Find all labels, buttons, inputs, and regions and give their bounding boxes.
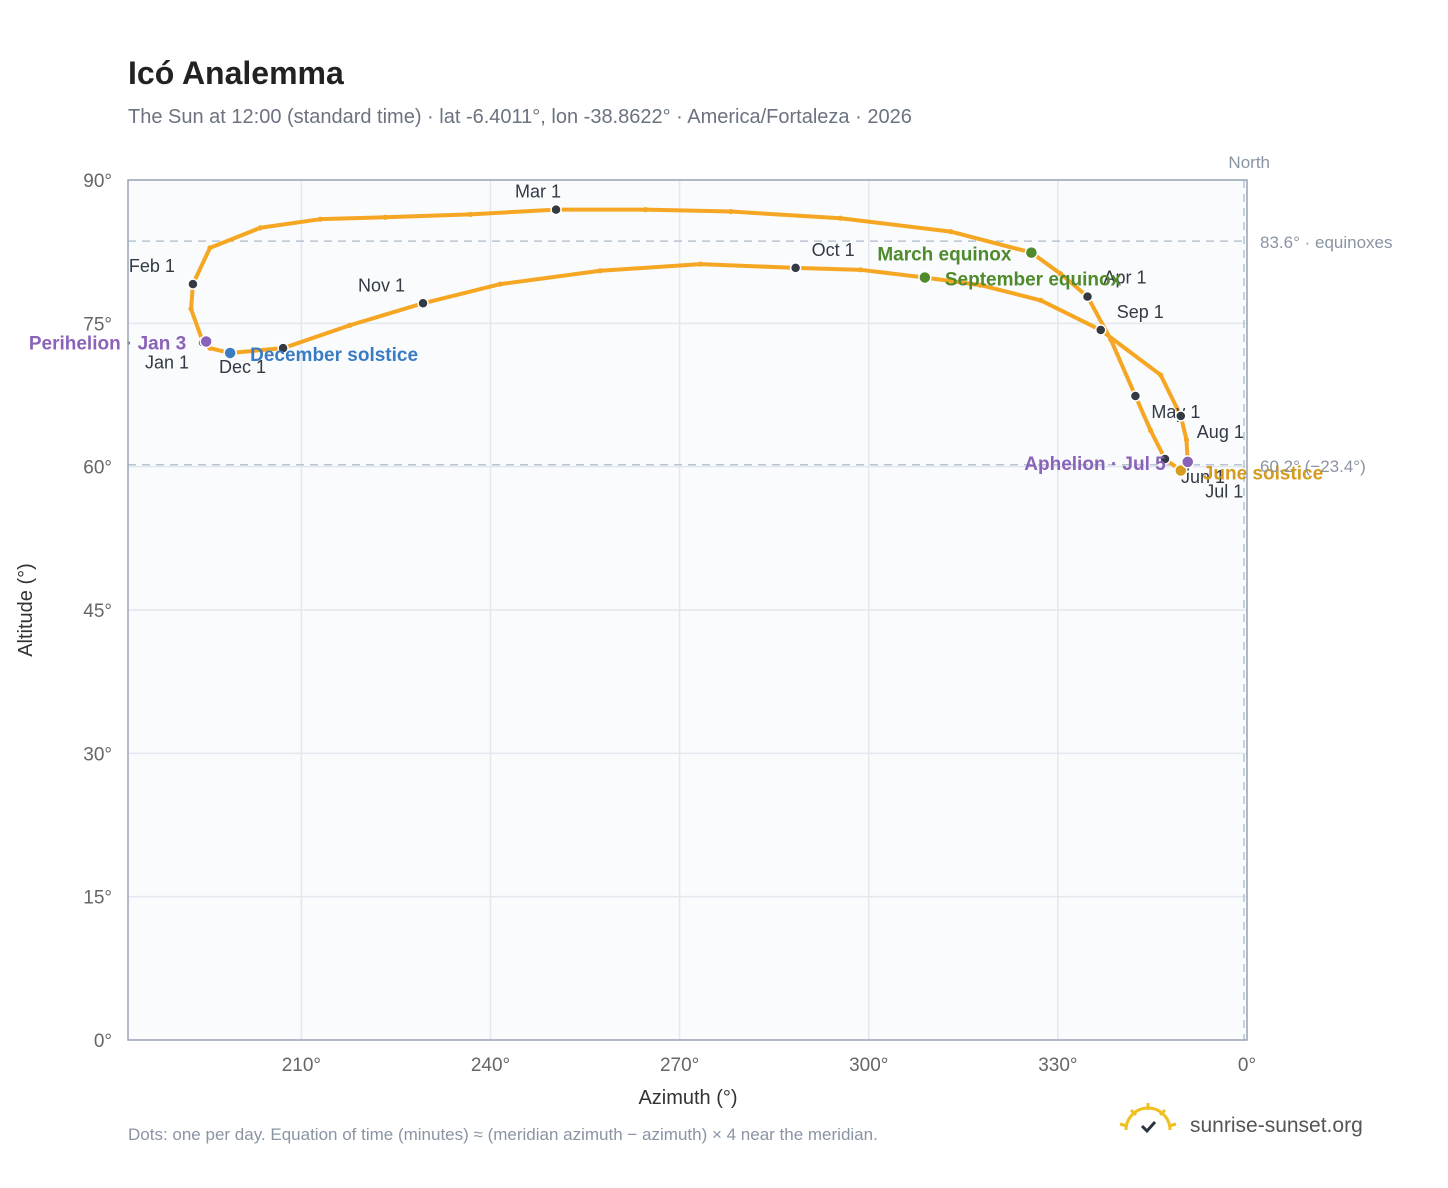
- daily-dot: [642, 207, 649, 213]
- daily-dot: [948, 229, 954, 235]
- daily-dot: [497, 281, 503, 287]
- annotated-point: [417, 297, 429, 310]
- x-axis-label: Azimuth (°): [638, 1087, 737, 1109]
- annotated-point: [1094, 324, 1107, 336]
- y-tick-label: 90°: [83, 171, 112, 192]
- y-tick-label: 15°: [83, 888, 112, 909]
- daily-dot: [1038, 297, 1044, 303]
- daily-dot: [1057, 271, 1063, 277]
- daily-dot: [857, 267, 864, 273]
- annotated-point: [277, 342, 289, 354]
- point-label: Apr 1: [1104, 268, 1147, 288]
- point-label: Jan 1: [145, 352, 189, 372]
- daily-dot: [347, 322, 353, 328]
- annotated-point: [1129, 390, 1142, 402]
- point-label: Feb 1: [129, 256, 175, 276]
- point-label: Mar 1: [515, 182, 561, 202]
- daily-dot: [207, 245, 213, 251]
- y-tick-label: 30°: [83, 744, 112, 765]
- point-label: Oct 1: [812, 240, 855, 260]
- daily-dot: [597, 268, 603, 274]
- x-tick-label: 240°: [471, 1055, 510, 1076]
- annotated-point: [187, 278, 199, 290]
- point-label: Perihelion · Jan 3: [29, 333, 186, 354]
- daily-dot: [317, 216, 323, 222]
- daily-dot: [837, 215, 843, 221]
- annotated-point: [1024, 245, 1039, 260]
- point-label: Aphelion · Jul 5: [1024, 454, 1166, 475]
- daily-dot: [1183, 437, 1190, 443]
- x-tick-label: 270°: [660, 1055, 699, 1076]
- point-label: Nov 1: [358, 275, 405, 295]
- point-label: Jun 1: [1181, 467, 1225, 487]
- daily-dot: [188, 306, 194, 312]
- point-label: Aug 1: [1197, 422, 1244, 442]
- brand-logo: [1119, 1103, 1177, 1134]
- annotated-point: [223, 346, 237, 360]
- daily-dot: [728, 208, 734, 215]
- y-tick-label: 60°: [83, 458, 112, 479]
- brand-name: sunrise-sunset.org: [1190, 1114, 1363, 1137]
- plot-frame: [127, 179, 1248, 1041]
- chart-subtitle: The Sun at 12:00 (standard time) · lat -…: [128, 106, 912, 128]
- point-label: March equinox: [877, 245, 1012, 266]
- x-tick-label: 300°: [849, 1055, 888, 1076]
- daily-dot: [1108, 336, 1114, 343]
- y-axis-label: Altitude (°): [15, 563, 37, 657]
- annotated-point: [1180, 455, 1195, 469]
- point-label: Sep 1: [1117, 302, 1164, 322]
- annotated-point: [1174, 463, 1188, 478]
- point-label: June solstice: [1203, 463, 1323, 484]
- annotated-point: [1159, 453, 1171, 465]
- annotated-point: [918, 270, 932, 285]
- footnote: Dots: one per day. Equation of time (min…: [128, 1125, 878, 1144]
- annotated-point: [199, 334, 213, 349]
- x-tick-label: 0°: [1238, 1055, 1256, 1076]
- reference-lines: [128, 180, 1247, 1040]
- point-label: September equinox: [945, 269, 1122, 290]
- annotated-point: [1175, 410, 1187, 422]
- y-tick-label: 75°: [83, 314, 112, 335]
- reference-label: 83.6° · equinoxes: [1260, 233, 1393, 252]
- daily-dot: [977, 282, 983, 288]
- chart-title: Icó Analemma: [128, 55, 344, 91]
- grid: [128, 179, 1248, 1041]
- annotated-point: [789, 262, 802, 274]
- y-tick-label: 45°: [83, 601, 112, 622]
- y-tick-label: 0°: [94, 1031, 112, 1052]
- point-label: Jul 1: [1205, 482, 1243, 502]
- daily-dot: [467, 211, 473, 217]
- daily-dot: [1147, 427, 1154, 433]
- point-label: Dec 1: [219, 357, 266, 377]
- daily-dot: [257, 225, 263, 231]
- point-label: May 1: [1151, 402, 1200, 422]
- daily-dot: [1158, 372, 1164, 378]
- x-tick-label: 210°: [282, 1055, 321, 1076]
- point-label: December solstice: [250, 345, 418, 366]
- daily-dot: [697, 261, 704, 267]
- annotated-point: [1081, 290, 1094, 303]
- daily-dot: [382, 214, 388, 220]
- x-tick-label: 330°: [1038, 1055, 1077, 1076]
- reference-label: North: [1228, 153, 1270, 172]
- annotated-point: [550, 203, 562, 216]
- reference-label: 60.2° (−23.4°): [1260, 457, 1366, 476]
